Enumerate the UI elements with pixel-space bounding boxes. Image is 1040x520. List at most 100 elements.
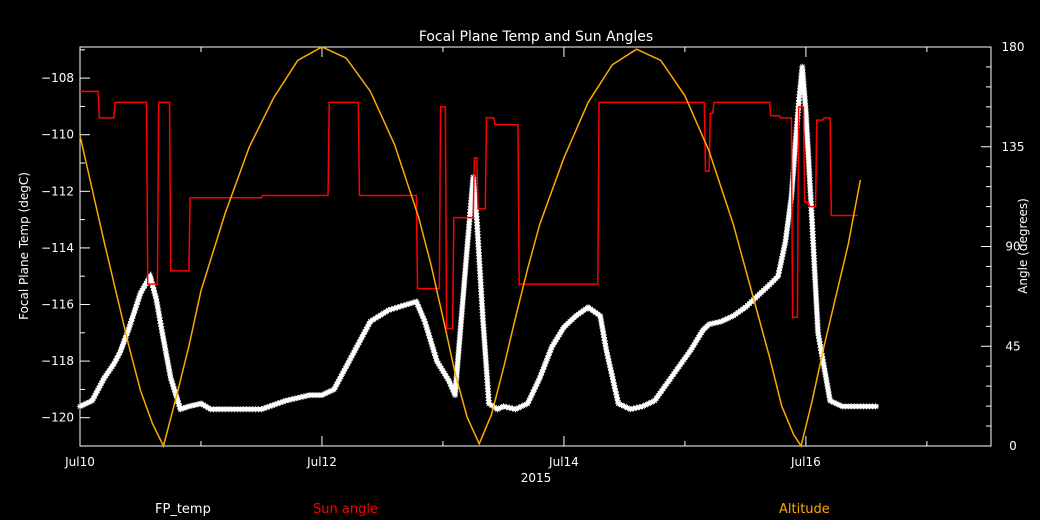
series-fp-temp-point [790, 160, 797, 167]
series-fp-temp-point [155, 311, 162, 318]
series-fp-temp-point [794, 118, 801, 125]
series-fp-temp-point [689, 344, 696, 351]
series-fp-temp-point [605, 355, 612, 362]
series-fp-temp-point [476, 267, 483, 274]
legend-sun-angle: Sun angle [313, 502, 378, 517]
series-fp-temp-point [782, 239, 789, 246]
series-fp-temp-point [202, 403, 209, 410]
series-fp-temp-point [732, 311, 739, 318]
series-fp-temp-point [781, 242, 788, 249]
series-fp-temp-point [452, 386, 459, 393]
series-fp-temp-point [869, 403, 876, 410]
series-fp-temp-point [823, 377, 830, 384]
series-fp-temp-point [150, 287, 157, 294]
series-fp-temp-point [426, 332, 433, 339]
series-fp-temp-point [826, 394, 833, 401]
series-fp-temp-point [790, 163, 797, 170]
series-fp-temp-point [542, 360, 549, 367]
series-fp-temp-point [163, 350, 170, 357]
series-fp-temp-point [97, 382, 104, 389]
series-fp-temp-point [488, 402, 495, 409]
series-fp-temp-point [126, 324, 133, 331]
series-fp-temp-point [776, 267, 783, 274]
series-fp-temp-point [161, 341, 168, 348]
series-fp-temp-point [794, 115, 801, 122]
series-fp-temp-point [473, 216, 480, 223]
series-fp-temp-point [463, 253, 470, 260]
series-fp-temp-point [461, 280, 468, 287]
series-fp-temp-point [335, 378, 342, 385]
series-fp-temp-point [131, 307, 138, 314]
series-fp-temp-point [459, 295, 466, 302]
series-fp-temp-point [777, 261, 784, 268]
series-fp-temp-point [612, 388, 619, 395]
series-fp-temp-point [380, 310, 387, 317]
series-fp-temp-point [472, 201, 479, 208]
series-fp-temp-point [482, 355, 489, 362]
series-fp-temp-point [727, 314, 734, 321]
series-fp-temp-point [735, 309, 742, 316]
series-fp-temp-point [602, 340, 609, 347]
series-fp-temp-point [445, 377, 452, 384]
series-fp-temp-point [820, 359, 827, 366]
series-fp-temp-point [173, 394, 180, 401]
series-fp-temp-point [154, 305, 161, 312]
series-fp-temp-point [537, 372, 544, 379]
series-fp-temp-point [551, 339, 558, 346]
series-fp-temp-point [180, 405, 187, 412]
series-fp-temp-point [431, 349, 438, 356]
series-fp-temp-point [482, 349, 489, 356]
series-fp-temp-point [609, 373, 616, 380]
series-fp-temp-point [500, 403, 507, 410]
series-fp-temp-point [792, 142, 799, 149]
x-tick-label: Jul10 [64, 455, 95, 469]
series-fp-temp-point [430, 346, 437, 353]
series-fp-temp-point [483, 361, 490, 368]
series-fp-temp-point [263, 404, 270, 411]
series-fp-temp-point [475, 243, 482, 250]
series-fp-temp-point [475, 246, 482, 253]
series-fp-temp-point [476, 252, 483, 259]
series-fp-temp-point [614, 397, 621, 404]
series-fp-temp-point [797, 85, 804, 92]
series-fp-temp-point [422, 321, 429, 328]
series-fp-temp-point [128, 318, 135, 325]
series-fp-temp-point [106, 368, 113, 375]
series-fp-temp-point [107, 365, 114, 372]
series-fp-temp-point [730, 312, 737, 319]
series-fp-temp-point [802, 103, 809, 110]
series-fp-temp-point [540, 366, 547, 373]
series-fp-temp-point [452, 383, 459, 390]
series-fp-temp-point [340, 368, 347, 375]
y-axis-label-right: Angle (degrees) [1016, 198, 1030, 294]
series-fp-temp-point [442, 372, 449, 379]
series-fp-temp-point [473, 207, 480, 214]
series-fp-temp-point [352, 347, 359, 354]
series-fp-temp-point [627, 406, 634, 413]
series-fp-temp-point [116, 349, 123, 356]
series-fp-temp-point [185, 403, 192, 410]
series-fp-temp-point [824, 385, 831, 392]
series-fp-temp-point [541, 363, 548, 370]
series-fp-temp-point [155, 308, 162, 315]
series-fp-temp-point [481, 339, 488, 346]
series-fp-temp-point [587, 306, 594, 313]
series-fp-temp-point [483, 373, 490, 380]
series-fp-temp-point [363, 326, 370, 333]
series-fp-temp-point [474, 225, 481, 232]
series-fp-temp-point [456, 338, 463, 345]
series-fp-temp-point [169, 380, 176, 387]
series-fp-temp-point [385, 307, 392, 314]
series-fp-temp-point [547, 346, 554, 353]
series-layer [77, 46, 879, 449]
series-fp-temp-point [425, 329, 432, 336]
series-fp-temp-point [158, 326, 165, 333]
series-fp-temp-point [167, 375, 174, 382]
series-fp-temp-point [599, 325, 606, 332]
series-fp-temp-point [485, 388, 492, 395]
series-fp-temp-point [509, 405, 516, 412]
series-fp-temp-point [825, 388, 832, 395]
series-fp-temp-point [474, 228, 481, 235]
series-fp-temp-point [170, 383, 177, 390]
